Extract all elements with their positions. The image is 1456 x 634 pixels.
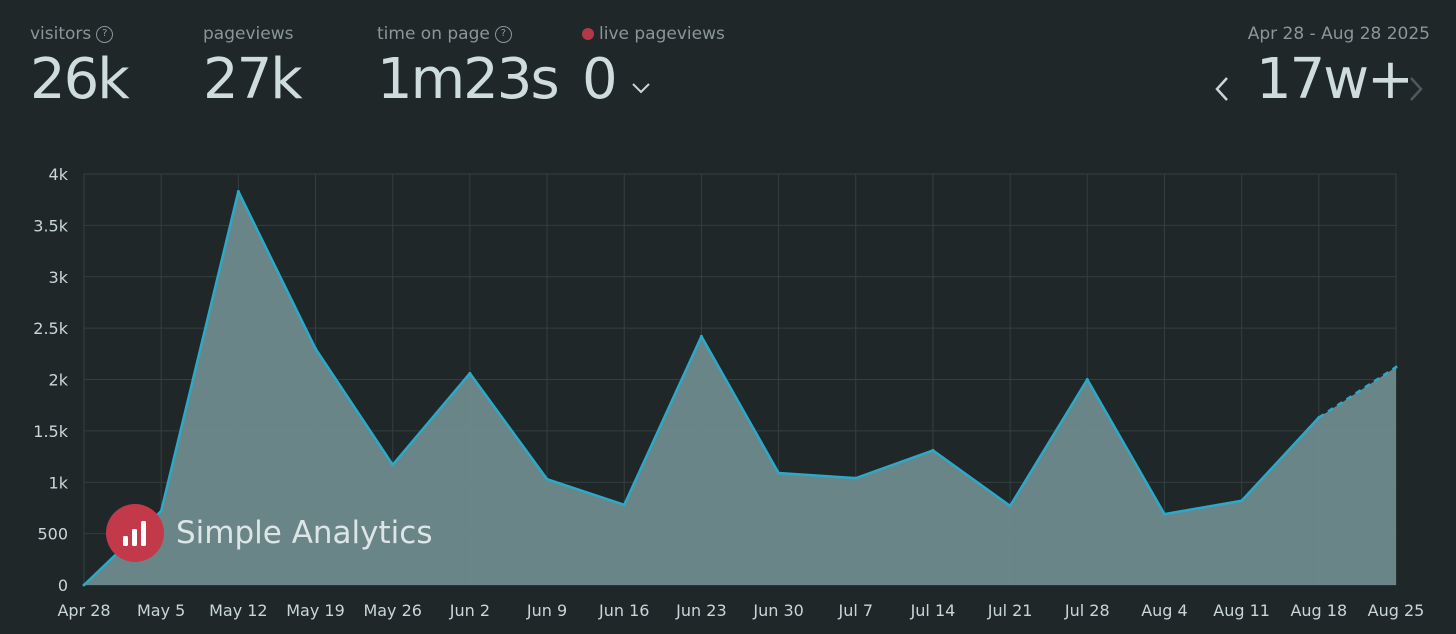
x-tick-label: Aug 25 xyxy=(1368,601,1425,620)
date-range: Apr 28 - Aug 28 2025 xyxy=(1247,24,1430,44)
y-tick-label: 500 xyxy=(37,525,68,544)
y-tick-label: 3.5k xyxy=(33,216,68,235)
time-on-page-value: 1m23s xyxy=(377,47,560,112)
live-pageviews-label: live pageviews xyxy=(599,24,725,44)
y-tick-label: 3k xyxy=(49,268,69,287)
x-tick-label: May 19 xyxy=(286,601,345,620)
x-tick-label: Jun 23 xyxy=(675,601,726,620)
y-tick-label: 2.5k xyxy=(33,319,68,338)
data-point xyxy=(236,189,240,193)
y-axis-ticks: 0 500 1k 1.5k 2k 2.5k 3k 3.5k 4k xyxy=(33,165,68,595)
data-point xyxy=(545,477,549,481)
question-mark-icon[interactable]: ? xyxy=(494,25,512,43)
bar-chart-logo-icon xyxy=(106,504,164,562)
x-tick-label: Jul 14 xyxy=(910,601,956,620)
data-point xyxy=(931,448,935,452)
data-point xyxy=(854,476,858,480)
data-point xyxy=(314,347,318,351)
y-tick-label: 1k xyxy=(49,473,69,492)
data-point xyxy=(1240,499,1244,503)
time-on-page-label: time on page xyxy=(377,24,490,44)
x-tick-label: Jul 7 xyxy=(837,601,873,620)
data-point xyxy=(699,334,703,338)
period-selector[interactable]: 17w+ xyxy=(1256,47,1414,112)
data-point xyxy=(1008,504,1012,508)
chevron-right-icon xyxy=(1410,77,1423,101)
live-indicator-dot xyxy=(582,28,594,40)
visitors-area xyxy=(84,191,1396,585)
pageviews-label: pageviews xyxy=(203,24,294,44)
x-tick-label: Jun 30 xyxy=(752,601,803,620)
x-axis-ticks: Apr 28 May 5 May 12 May 19 May 26 Jun 2 Jun 9 J… xyxy=(57,601,1424,620)
x-tick-label: Jun 16 xyxy=(598,601,649,620)
chart-area-layer xyxy=(82,189,1398,587)
data-point xyxy=(159,509,163,513)
data-point xyxy=(1394,365,1398,369)
y-tick-label: 1.5k xyxy=(33,422,68,441)
data-point xyxy=(1085,378,1089,381)
x-tick-label: Aug 18 xyxy=(1290,601,1347,620)
chevron-left-icon[interactable] xyxy=(1212,74,1234,104)
x-tick-label: Jul 28 xyxy=(1064,601,1110,620)
x-tick-label: May 26 xyxy=(363,601,422,620)
y-tick-label: 0 xyxy=(58,576,68,595)
visitors-label: visitors xyxy=(30,24,92,44)
x-tick-label: Aug 11 xyxy=(1213,601,1270,620)
chevron-down-icon[interactable] xyxy=(630,80,652,96)
x-tick-label: Aug 4 xyxy=(1141,601,1188,620)
y-tick-label: 2k xyxy=(49,371,69,390)
watermark-text: Simple Analytics xyxy=(176,515,433,551)
x-tick-label: Jun 9 xyxy=(526,601,567,620)
data-point xyxy=(622,503,626,507)
data-point xyxy=(1317,416,1321,420)
live-pageviews-value: 0 xyxy=(582,47,618,112)
question-mark-icon[interactable]: ? xyxy=(96,25,114,43)
simple-analytics-watermark: Simple Analytics xyxy=(106,504,432,562)
data-point xyxy=(1162,512,1166,516)
data-point xyxy=(468,371,472,375)
data-point xyxy=(777,471,781,475)
visitors-value: 26k xyxy=(30,47,130,112)
x-tick-label: May 5 xyxy=(137,601,185,620)
x-tick-label: Jul 21 xyxy=(987,601,1033,620)
data-point xyxy=(391,463,395,467)
x-tick-label: May 12 xyxy=(209,601,268,620)
y-tick-label: 4k xyxy=(49,165,69,184)
data-point xyxy=(82,583,86,587)
x-tick-label: Apr 28 xyxy=(57,601,110,620)
visitors-line-incomplete xyxy=(1318,366,1397,419)
pageviews-value: 27k xyxy=(203,47,303,112)
x-tick-label: Jun 2 xyxy=(449,601,490,620)
